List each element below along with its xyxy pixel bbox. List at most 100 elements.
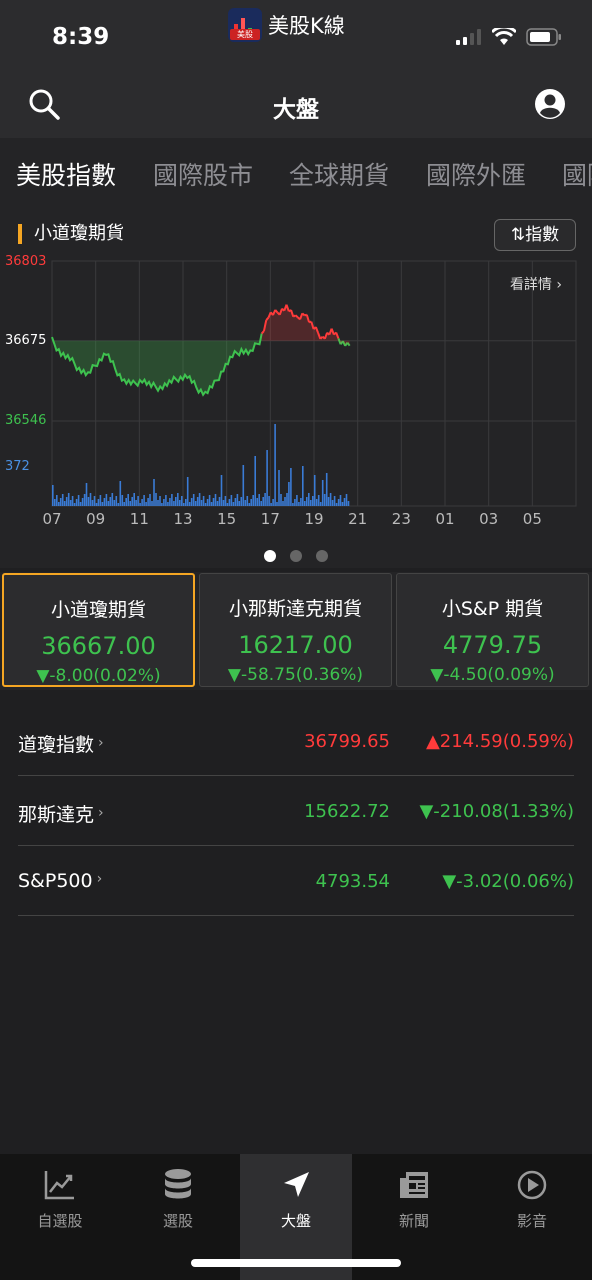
volume-bar — [230, 495, 233, 506]
futures-card-mini-sp[interactable]: 小S&P 期貨 4779.75 ▼-4.50(0.09%) — [396, 573, 589, 687]
volume-bar — [308, 493, 310, 506]
price-segment — [294, 314, 299, 319]
x-tick-label: 15 — [217, 510, 237, 528]
volume-bar — [220, 475, 223, 506]
volume-bar — [210, 502, 213, 506]
index-row-dow[interactable]: 道瓊指數 › 36799.65 ▲214.59(0.59%) — [18, 706, 574, 776]
volume-bar — [63, 501, 66, 506]
volume-bar — [226, 503, 229, 506]
tab-intl-more[interactable]: 國際 — [562, 161, 592, 190]
pager-dot[interactable] — [290, 550, 302, 562]
price-segment — [260, 330, 265, 335]
volume-bar — [266, 450, 268, 506]
index-row-nasdaq[interactable]: 那斯達克 › 15622.72 ▼-210.08(1.33%) — [18, 776, 574, 846]
user-icon — [535, 89, 565, 119]
index-row-sp500[interactable]: S&P500 › 4793.54 ▼-3.02(0.06%) — [18, 846, 574, 916]
view-detail-link[interactable]: 看詳情 › — [509, 277, 562, 293]
volume-bar — [236, 494, 239, 506]
volume-bar — [202, 496, 205, 506]
x-tick-label: 19 — [304, 510, 324, 528]
volume-bar — [331, 500, 334, 506]
volume-bar — [347, 501, 350, 506]
pager-dot[interactable] — [316, 550, 328, 562]
volume-bar — [310, 500, 312, 506]
volume-bar — [262, 497, 264, 506]
volume-bar — [97, 499, 100, 506]
volume-bar — [321, 480, 324, 506]
volume-bar — [302, 466, 304, 506]
nav-screener[interactable]: 選股 — [122, 1154, 234, 1280]
volume-bar — [173, 501, 175, 506]
volume-bar — [101, 502, 104, 506]
volume-bar — [276, 502, 278, 506]
index-toggle-button[interactable]: ⇅指數 — [494, 219, 576, 251]
index-list: 道瓊指數 › 36799.65 ▲214.59(0.59%) 那斯達克 › 1562… — [18, 706, 574, 916]
database-icon — [165, 1169, 191, 1199]
volume-bar — [56, 495, 58, 506]
volume-bar — [127, 494, 129, 506]
price-segment — [299, 312, 304, 320]
x-tick-label: 07 — [42, 510, 62, 528]
volume-bar — [52, 485, 54, 506]
chart-icon — [44, 1171, 74, 1200]
tab-intl-stock[interactable]: 國際股市 — [153, 161, 254, 190]
price-segment — [335, 332, 340, 339]
volume-bar — [327, 497, 330, 506]
location-arrow-icon — [284, 1172, 309, 1197]
volume-bar — [85, 483, 88, 506]
card-name: 小那斯達克期貨 — [228, 598, 362, 620]
volume-bar — [232, 502, 235, 506]
volume-bar — [250, 499, 252, 506]
volume-bar — [204, 503, 207, 506]
price-segment — [308, 320, 312, 324]
volume-bar — [129, 501, 131, 506]
volume-bar — [280, 494, 282, 506]
volume-bar — [67, 493, 70, 506]
tab-intl-forex[interactable]: 國際外匯 — [426, 161, 527, 190]
index-value: 36799.65 — [304, 731, 390, 752]
pager-dot[interactable] — [264, 550, 276, 562]
search-button[interactable] — [28, 88, 60, 124]
volume-bar — [135, 500, 137, 506]
volume-bar — [149, 494, 151, 506]
volume-bar — [75, 499, 78, 506]
volume-bar — [260, 501, 262, 506]
volume-bar — [329, 493, 332, 506]
header: 大盤 — [0, 70, 592, 138]
volume-bar — [278, 470, 280, 506]
volume-bar — [228, 499, 231, 506]
volume-bar — [123, 502, 125, 506]
wifi-icon — [492, 28, 516, 45]
volume-bar — [169, 498, 171, 506]
volume-bar — [157, 500, 159, 506]
volume-bar — [333, 496, 336, 506]
nav-video[interactable]: 影音 — [476, 1154, 588, 1280]
volume-bar — [155, 493, 157, 506]
volume-bar — [77, 495, 80, 506]
nav-news[interactable]: 新聞 — [358, 1154, 470, 1280]
volume-bar — [218, 497, 221, 506]
x-tick-label: 21 — [348, 510, 368, 528]
volume-bar — [185, 499, 187, 506]
newspaper-icon — [400, 1172, 428, 1198]
volume-bar — [131, 497, 133, 506]
futures-card-mini-nasdaq[interactable]: 小那斯達克期貨 16217.00 ▼-58.75(0.36%) — [199, 573, 392, 687]
nav-watchlist[interactable]: 自選股 — [4, 1154, 116, 1280]
volume-bar — [343, 498, 346, 506]
account-button[interactable] — [534, 88, 566, 124]
volume-bar — [315, 499, 318, 506]
price-segment — [278, 308, 283, 316]
volume-bar — [222, 500, 225, 506]
volume-bar — [147, 498, 149, 506]
tab-global-futures[interactable]: 全球期貨 — [289, 161, 390, 190]
volume-bar — [121, 495, 124, 506]
volume-bar — [294, 499, 296, 506]
volume-bar — [240, 497, 243, 506]
down-area — [52, 333, 262, 395]
volume-bar — [296, 495, 298, 506]
price-segment — [265, 316, 270, 321]
futures-card-mini-dow[interactable]: 小道瓊期貨 36667.00 ▼-8.00(0.02%) — [2, 573, 195, 687]
intraday-chart[interactable] — [0, 246, 592, 526]
x-tick-label: 17 — [260, 510, 280, 528]
tab-us-index[interactable]: 美股指數 — [16, 161, 117, 190]
